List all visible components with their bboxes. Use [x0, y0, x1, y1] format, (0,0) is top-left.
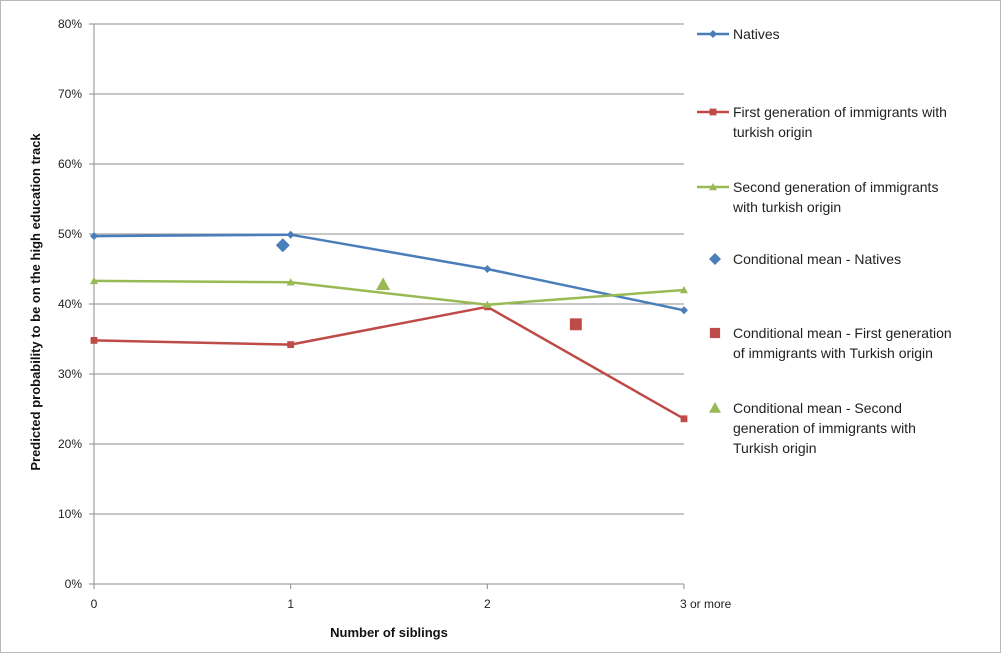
y-tick-label: 10%	[58, 507, 82, 521]
x-tick-label: 1	[287, 597, 294, 611]
legend-swatch-marker	[709, 30, 717, 38]
series-4-point	[275, 238, 290, 253]
legend-label: generation of immigrants with	[733, 420, 916, 436]
y-tick-label: 0%	[65, 577, 83, 591]
y-tick-label: 50%	[58, 227, 82, 241]
gridlines	[94, 23, 684, 515]
series-1-point	[286, 230, 295, 239]
y-tick-label: 80%	[58, 17, 82, 31]
y-axis-ticks: 0% 10% 20% 30% 40% 50% 60% 70% 80%	[58, 17, 82, 591]
legend-label: Conditional mean - First generation	[733, 325, 952, 341]
series-2-point	[287, 341, 295, 348]
series-3-point	[680, 286, 688, 294]
series-3-point	[483, 300, 492, 308]
legend-swatch-marker	[709, 402, 721, 413]
legend-label: First generation of immigrants with	[733, 104, 947, 120]
y-tick-label: 70%	[58, 87, 82, 101]
series-group	[90, 230, 688, 423]
legend-label: Turkish origin	[733, 440, 817, 456]
y-tick-label: 60%	[58, 157, 82, 171]
legend-label: turkish origin	[733, 124, 812, 140]
series-1-point	[680, 306, 688, 315]
series-1-point	[90, 232, 98, 241]
x-tick-label: 0	[91, 597, 98, 611]
series-2-point	[90, 337, 98, 344]
legend-label: Conditional mean - Natives	[733, 251, 901, 267]
series-2-line	[93, 305, 685, 420]
x-tick-label: 2	[484, 597, 491, 611]
series-1-line	[93, 233, 685, 312]
y-axis-title: Predicted probability to be on the high …	[28, 133, 43, 471]
series-2-point	[680, 415, 688, 423]
x-tick-label: 3 or more	[680, 597, 732, 611]
x-axis-ticks: 0 1 2 3 or more	[91, 597, 732, 611]
y-tick-label: 20%	[58, 437, 82, 451]
legend-swatch-marker	[709, 108, 717, 116]
y-tick-label: 40%	[58, 297, 82, 311]
series-1-point	[483, 265, 492, 273]
series-5-point	[569, 318, 582, 331]
legend-swatch-marker	[709, 183, 717, 191]
legend-label: with turkish origin	[732, 199, 841, 215]
series-6-point	[376, 277, 391, 290]
x-axis-title: Number of siblings	[330, 625, 448, 640]
legend-label: Natives	[733, 26, 780, 42]
series-3-point	[286, 278, 295, 286]
legend: Natives First generation of immigrants wi…	[697, 26, 952, 456]
legend-label: Conditional mean - Second	[733, 400, 902, 416]
axes	[89, 23, 685, 589]
legend-label: Second generation of immigrants	[733, 179, 938, 195]
series-3-point	[90, 276, 98, 285]
legend-swatch-marker	[709, 327, 721, 339]
legend-label: of immigrants with Turkish origin	[733, 345, 933, 361]
y-tick-label: 30%	[58, 367, 82, 381]
legend-swatch-marker	[709, 253, 721, 265]
series-3-line	[93, 279, 685, 306]
